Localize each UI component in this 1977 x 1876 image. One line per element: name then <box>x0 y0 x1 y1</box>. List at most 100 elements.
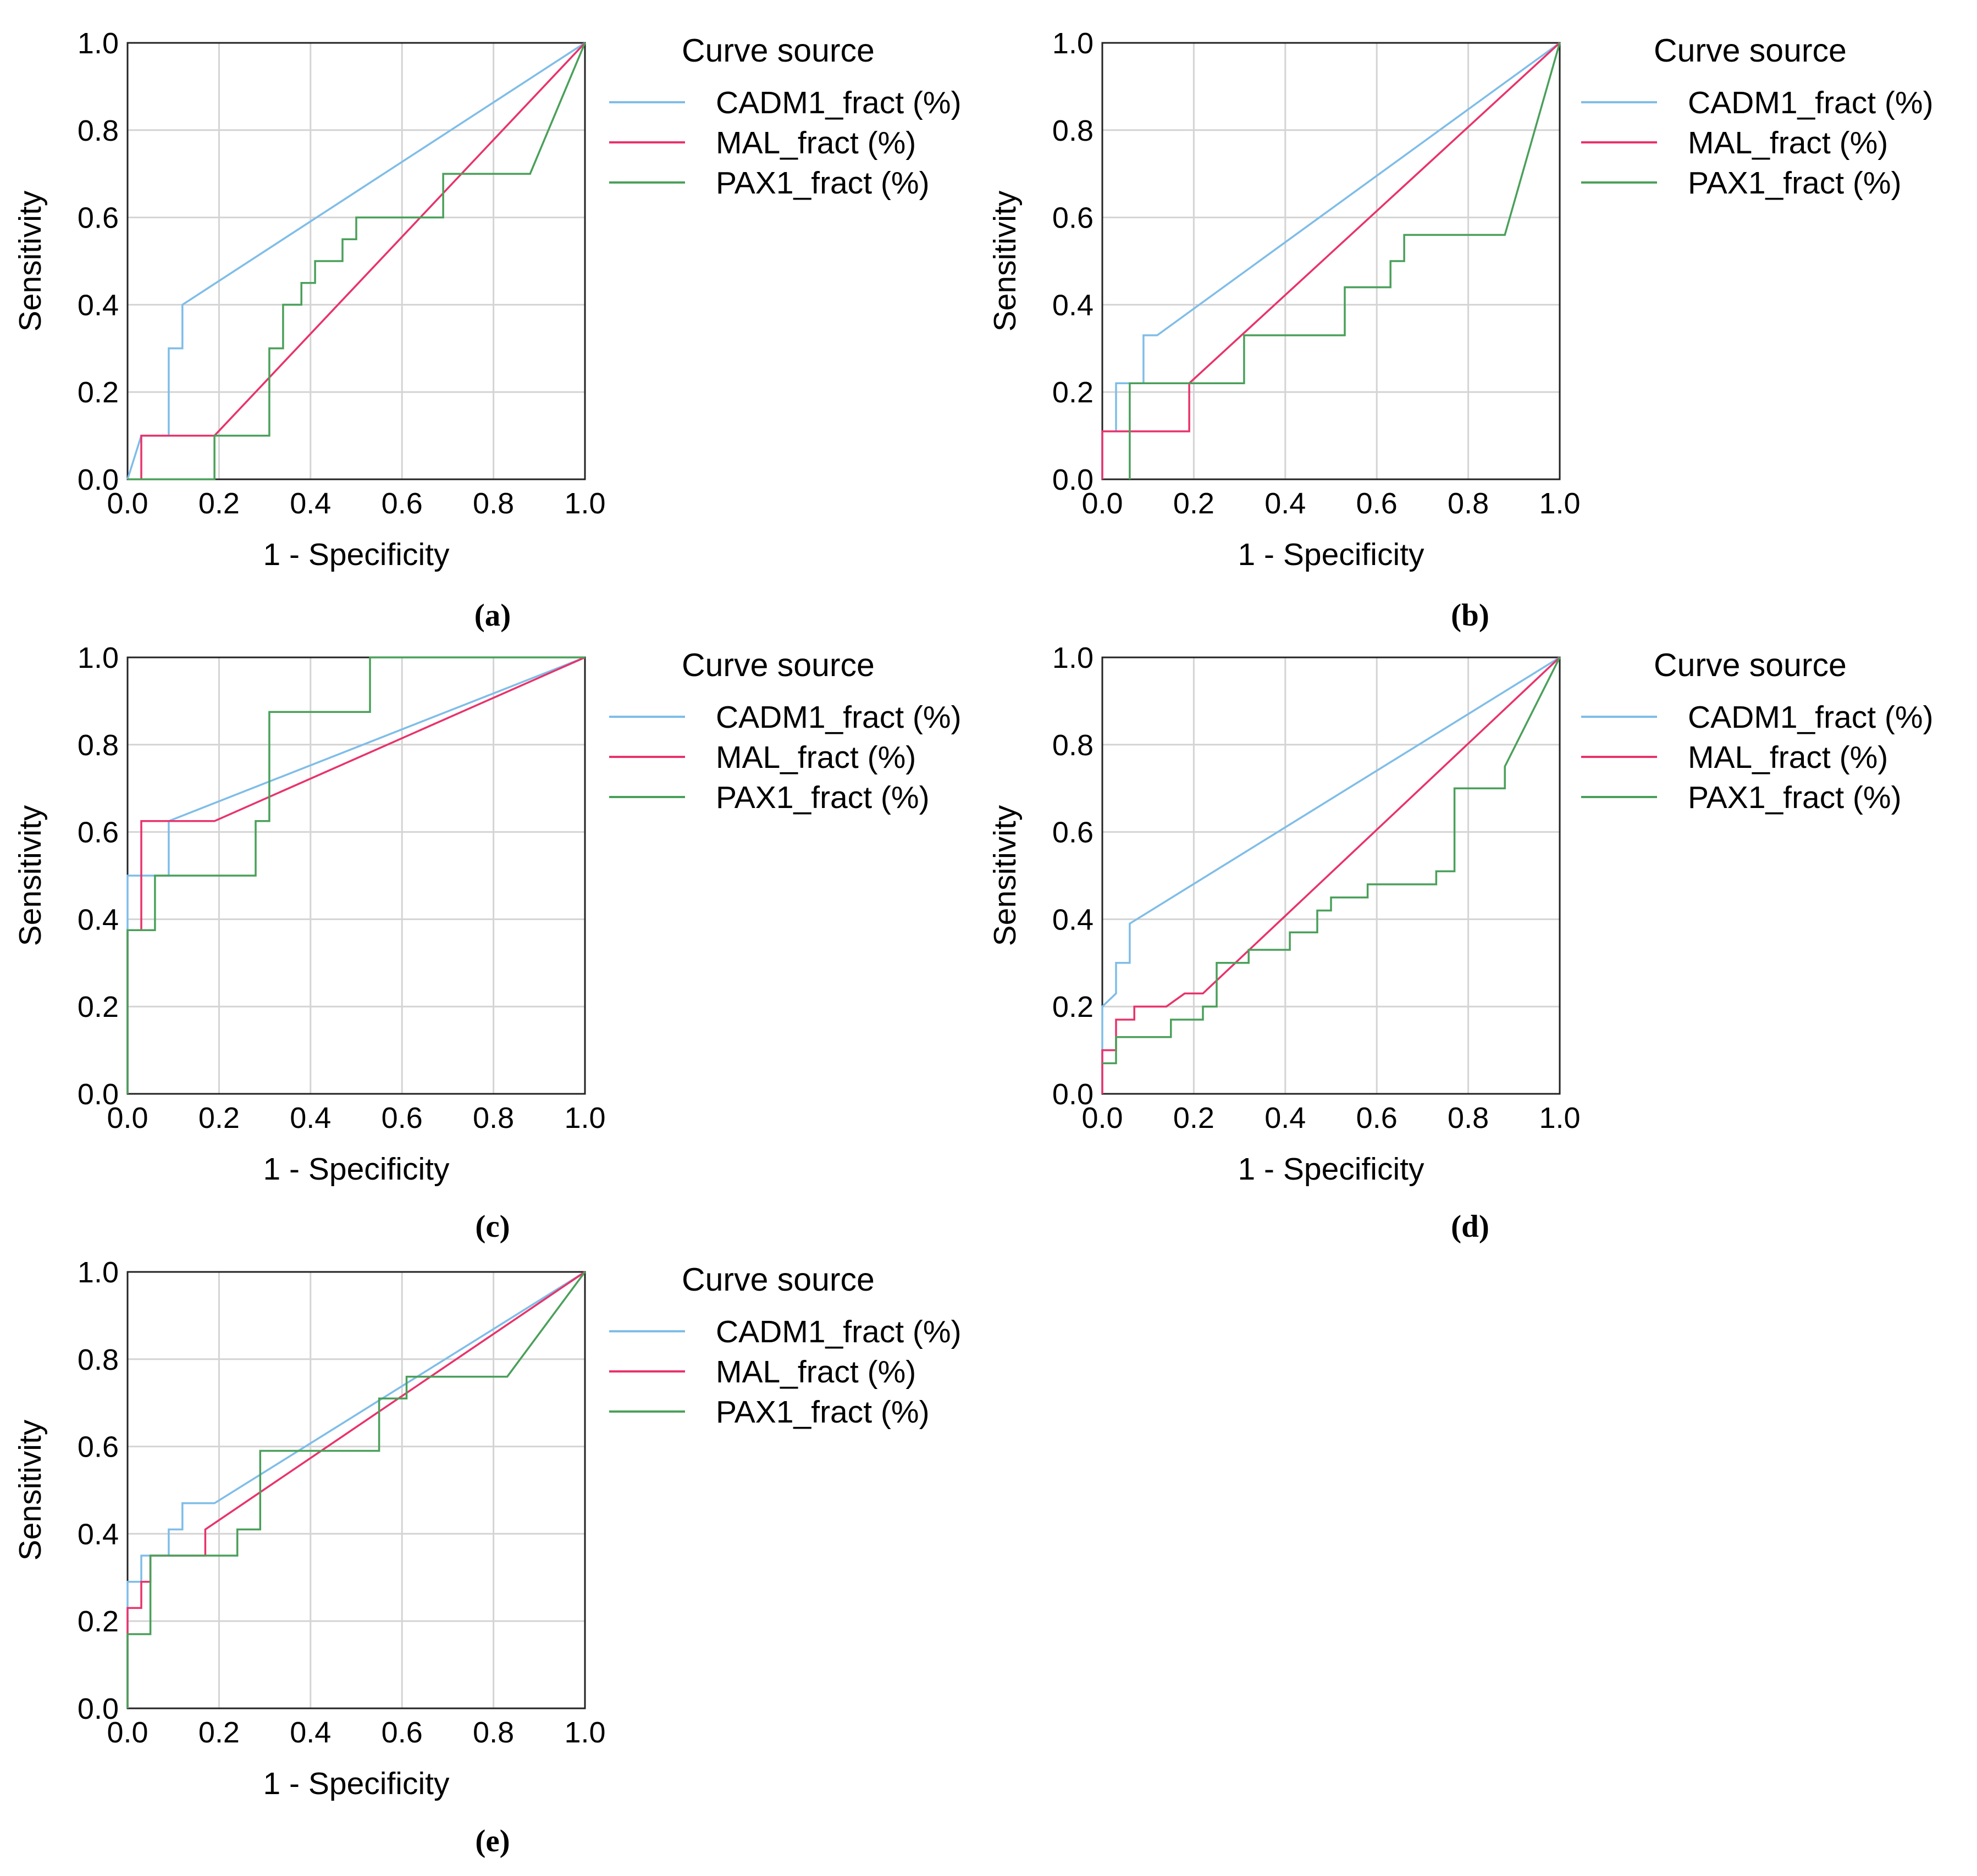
y-axis-label: Sensitivity <box>13 1419 48 1560</box>
x-tick-label: 0.4 <box>290 1102 331 1135</box>
series-line-mal <box>126 1271 586 1708</box>
y-tick-label: 0.4 <box>78 903 119 936</box>
legend-item-mal: MAL_fract (%) <box>716 740 916 775</box>
panel-caption: (e) <box>475 1824 510 1858</box>
legend-item-pax1: PAX1_fract (%) <box>716 1394 930 1430</box>
y-tick-label: 0.0 <box>78 1078 119 1111</box>
x-tick-label: 0.4 <box>1264 1102 1306 1135</box>
x-axis-label: 1 - Specificity <box>263 537 450 572</box>
panel-caption: (a) <box>474 598 511 633</box>
x-tick-label: 0.8 <box>473 1102 514 1135</box>
y-tick-label: 0.6 <box>1052 816 1094 849</box>
y-tick-label: 0.6 <box>78 816 119 849</box>
y-tick-label: 0.6 <box>78 202 119 235</box>
y-tick-label: 1.0 <box>1052 27 1094 60</box>
x-tick-label: 1.0 <box>1539 487 1580 520</box>
series-line-pax1 <box>1102 657 1561 1065</box>
series-line-mal <box>1101 656 1561 1094</box>
y-tick-label: 0.0 <box>1052 463 1094 496</box>
x-tick-label: 0.8 <box>1448 1102 1489 1135</box>
series-line-pax1 <box>128 42 586 480</box>
x-tick-label: 0.2 <box>198 1102 240 1135</box>
y-tick-label: 0.2 <box>1052 376 1094 409</box>
x-tick-label: 0.6 <box>382 1102 423 1135</box>
x-axis-label: 1 - Specificity <box>1238 1152 1424 1187</box>
legend-item-mal: MAL_fract (%) <box>716 1354 916 1390</box>
legend-title: Curve source <box>682 32 875 69</box>
series-line-pax1 <box>126 1271 586 1708</box>
x-tick-label: 0.4 <box>1264 487 1306 520</box>
legend-title: Curve source <box>682 1261 875 1298</box>
y-tick-label: 0.0 <box>78 463 119 496</box>
x-tick-label: 0.8 <box>473 487 514 520</box>
x-axis-label: 1 - Specificity <box>263 1152 450 1187</box>
legend-item-mal: MAL_fract (%) <box>1688 125 1888 161</box>
y-tick-label: 0.8 <box>78 114 119 147</box>
x-tick-label: 0.0 <box>1081 1102 1123 1135</box>
legend-title: Curve source <box>1654 32 1847 69</box>
y-tick-label: 0.8 <box>78 1343 119 1376</box>
panel-caption: (d) <box>1451 1209 1489 1244</box>
x-tick-label: 0.2 <box>198 1716 240 1749</box>
x-tick-label: 1.0 <box>1539 1102 1580 1135</box>
legend-item-cadm1: CADM1_fract (%) <box>716 1314 962 1349</box>
series-line-mal <box>140 42 586 479</box>
legend-item-pax1: PAX1_fract (%) <box>1688 780 1902 815</box>
series-line-mal <box>1101 42 1561 479</box>
x-tick-label: 0.0 <box>107 1716 148 1749</box>
panel-caption: (c) <box>475 1209 510 1244</box>
x-tick-label: 0.4 <box>290 1716 331 1749</box>
y-tick-label: 1.0 <box>1052 641 1094 674</box>
x-tick-label: 0.6 <box>1356 487 1398 520</box>
x-tick-label: 0.0 <box>1081 487 1123 520</box>
x-tick-label: 0.8 <box>473 1716 514 1749</box>
x-tick-label: 1.0 <box>564 1716 605 1749</box>
series-line-pax1 <box>126 656 585 1094</box>
roc-panel-e: 0.0 0.2 0.4 0.6 0.8 1.0 0.0 0.2 0.4 0.6 0.8 1.0 1 - … <box>13 1256 962 1858</box>
legend-item-pax1: PAX1_fract (%) <box>716 165 930 201</box>
x-tick-label: 1.0 <box>564 487 605 520</box>
y-tick-label: 0.8 <box>1052 729 1094 762</box>
roc-panel-b: 0.0 0.2 0.4 0.6 0.8 1.0 0.0 0.2 0.4 0.6 0.8 1.0 1 - … <box>987 27 1934 633</box>
y-axis-label: Sensitivity <box>987 190 1023 331</box>
legend-item-cadm1: CADM1_fract (%) <box>716 700 962 735</box>
x-axis-label: 1 - Specificity <box>1238 537 1424 572</box>
y-tick-label: 0.4 <box>1052 289 1094 322</box>
x-tick-label: 0.6 <box>382 1716 423 1749</box>
y-axis-label: Sensitivity <box>13 190 48 331</box>
y-tick-label: 1.0 <box>78 641 119 674</box>
x-tick-label: 0.0 <box>107 487 148 520</box>
legend-item-mal: MAL_fract (%) <box>716 125 916 161</box>
series-line-cadm1 <box>126 42 586 480</box>
legend-title: Curve source <box>682 647 875 683</box>
y-tick-label: 0.0 <box>1052 1078 1094 1111</box>
y-tick-label: 0.0 <box>78 1692 119 1725</box>
x-tick-label: 0.6 <box>1356 1102 1398 1135</box>
y-tick-label: 0.2 <box>1052 990 1094 1023</box>
legend-item-cadm1: CADM1_fract (%) <box>716 85 962 120</box>
y-tick-label: 0.4 <box>1052 903 1094 936</box>
y-axis-label: Sensitivity <box>987 805 1023 946</box>
y-tick-label: 0.6 <box>78 1431 119 1464</box>
x-tick-label: 1.0 <box>564 1102 605 1135</box>
x-tick-label: 0.6 <box>382 487 423 520</box>
y-tick-label: 0.8 <box>1052 114 1094 147</box>
panel-caption: (b) <box>1451 598 1489 633</box>
y-tick-label: 0.2 <box>78 1605 119 1638</box>
plot-frame <box>126 42 586 480</box>
plot-frame <box>126 1271 586 1709</box>
roc-panel-d: 0.0 0.2 0.4 0.6 0.8 1.0 0.0 0.2 0.4 0.6 0.8 1.0 1 - … <box>987 641 1934 1244</box>
x-tick-label: 0.2 <box>1173 1102 1214 1135</box>
y-tick-label: 0.6 <box>1052 202 1094 235</box>
x-tick-label: 0.8 <box>1448 487 1489 520</box>
legend-item-pax1: PAX1_fract (%) <box>716 780 930 815</box>
roc-panel-a: 0.0 0.2 0.4 0.6 0.8 1.0 0.0 0.2 0.4 0.6 0.8 1.0 1 - … <box>13 27 962 633</box>
y-tick-label: 0.8 <box>78 729 119 762</box>
y-tick-label: 0.4 <box>78 289 119 322</box>
y-tick-label: 0.2 <box>78 376 119 409</box>
y-tick-label: 0.2 <box>78 990 119 1023</box>
x-tick-label: 0.0 <box>107 1102 148 1135</box>
legend-item-cadm1: CADM1_fract (%) <box>1688 700 1934 735</box>
plot-frame <box>1101 42 1561 480</box>
